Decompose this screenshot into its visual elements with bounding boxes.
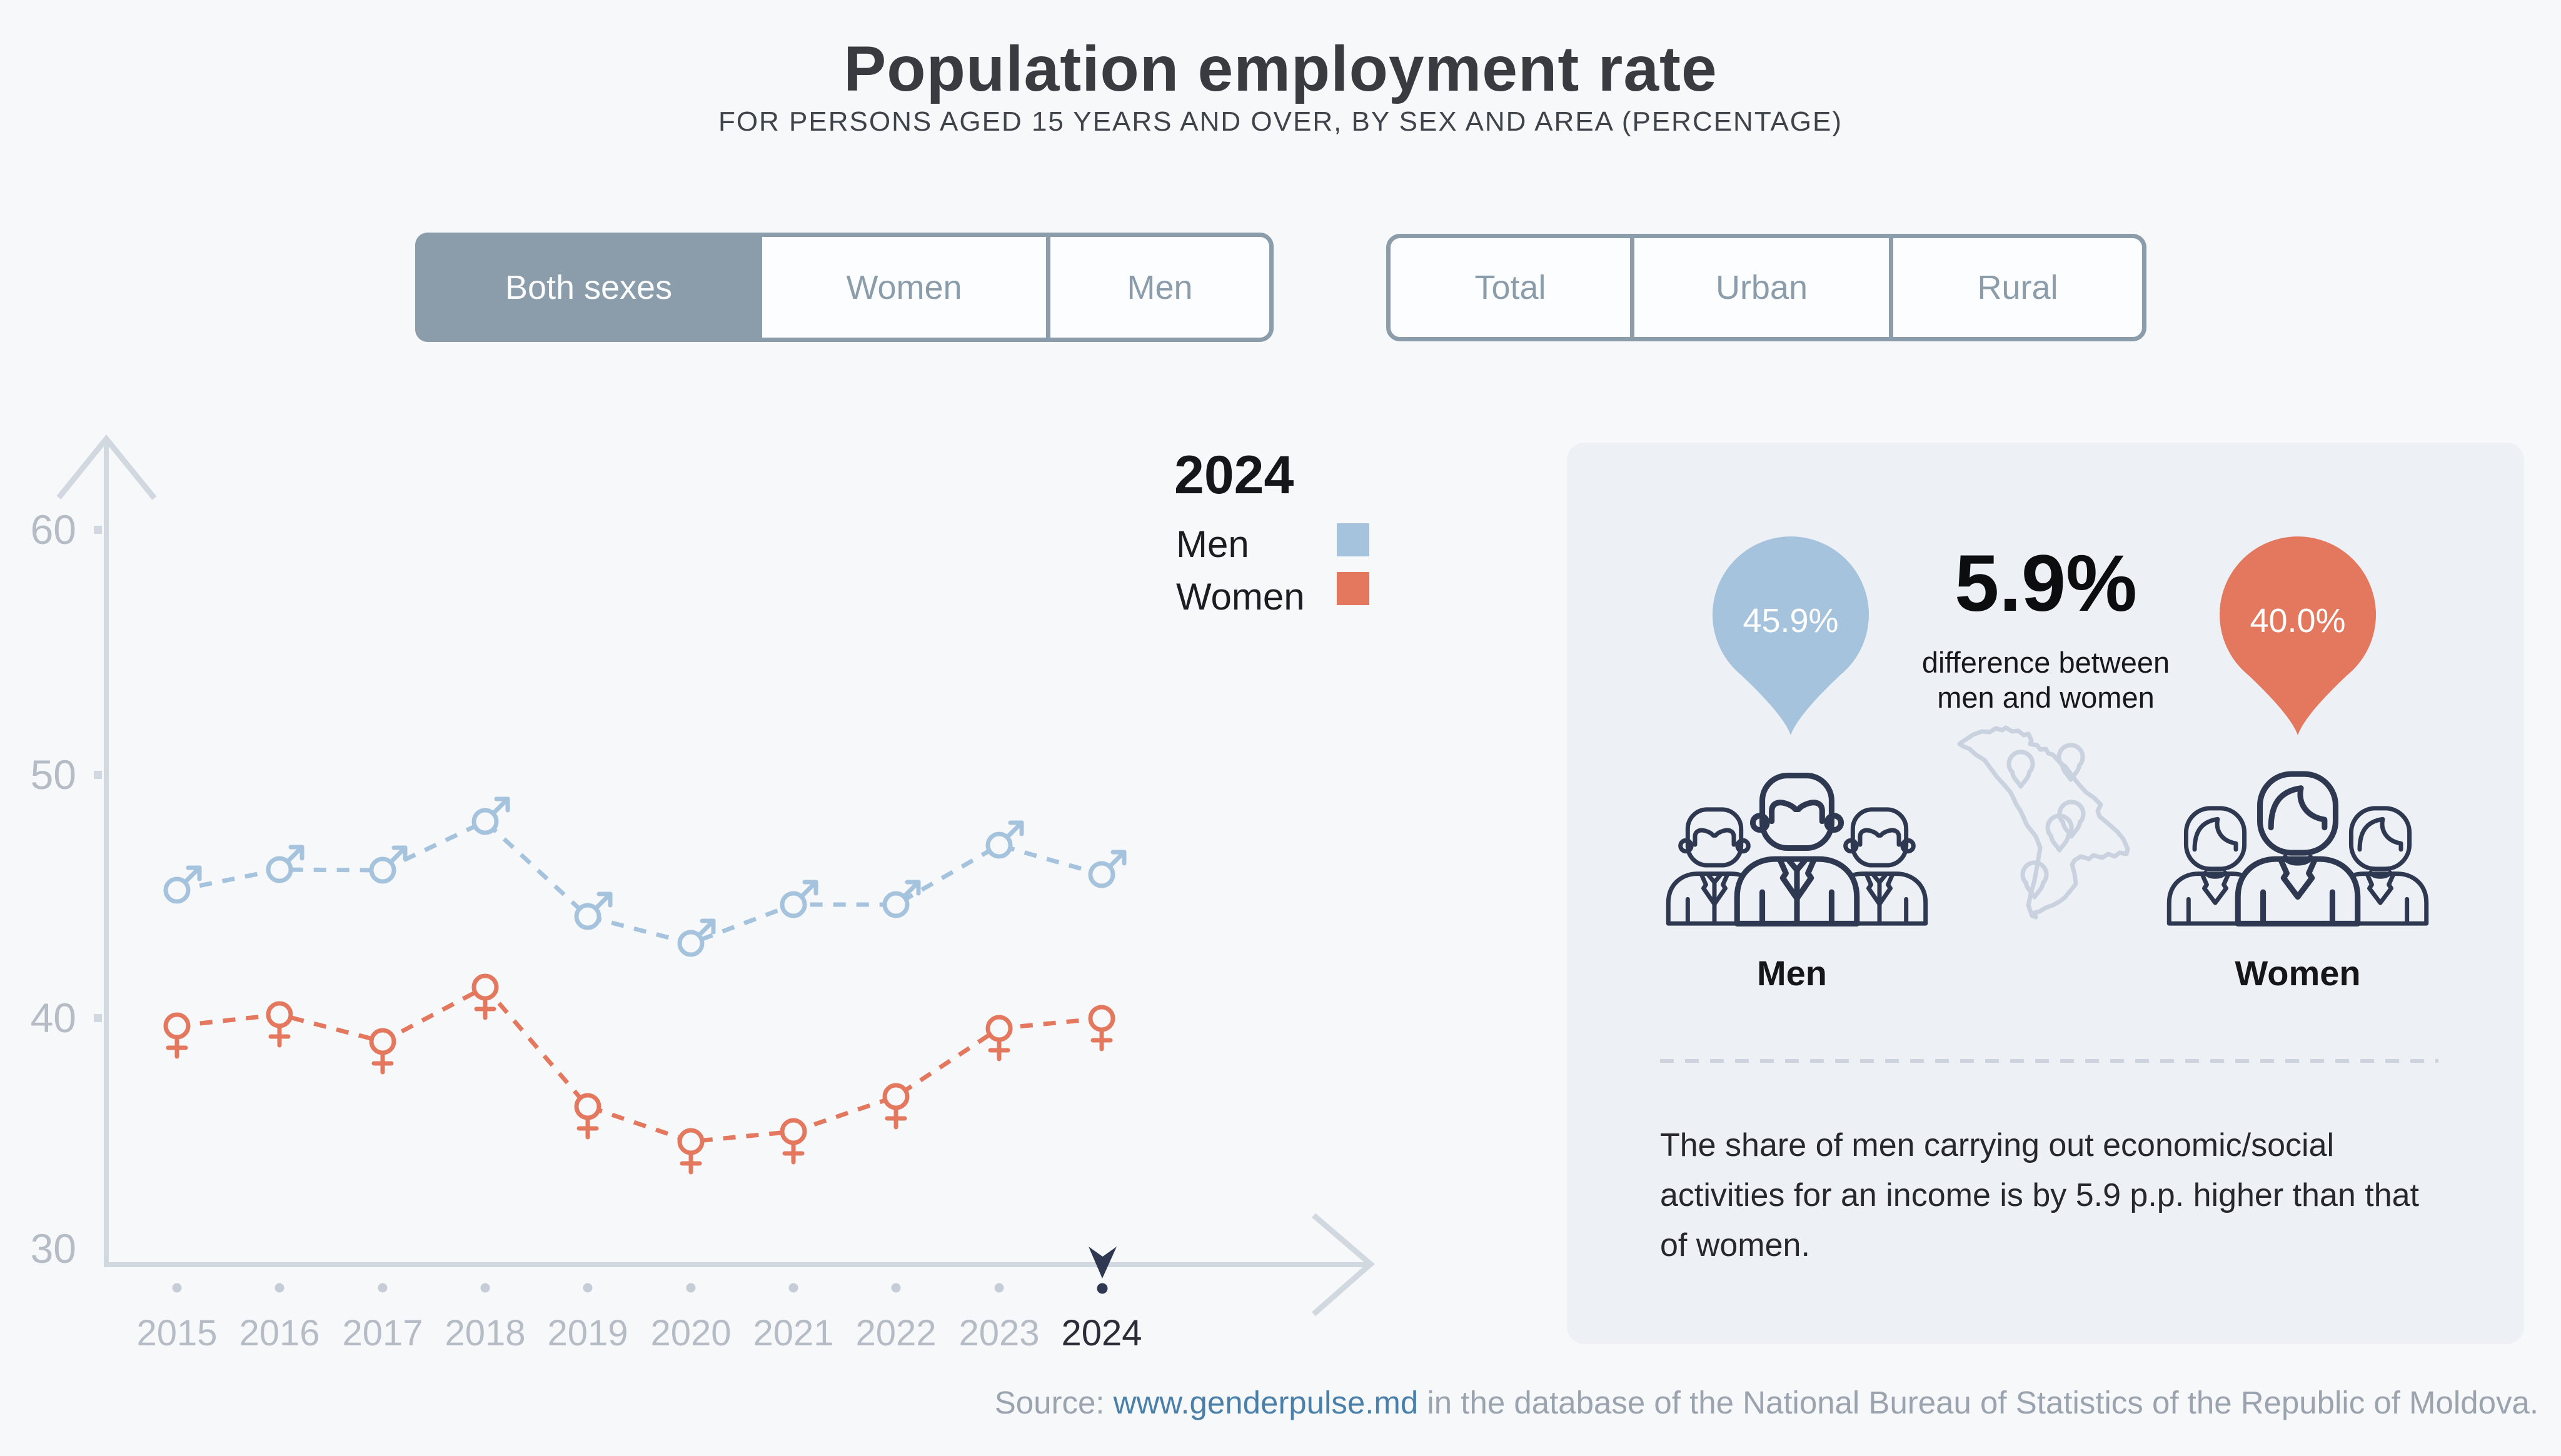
svg-text:2015: 2015	[136, 1313, 217, 1353]
svg-text:2022: 2022	[855, 1313, 936, 1353]
svg-text:2016: 2016	[239, 1313, 319, 1353]
svg-text:2017: 2017	[342, 1313, 423, 1353]
svg-text:60: 60	[31, 506, 76, 553]
svg-text:2020: 2020	[650, 1313, 731, 1353]
svg-text:30: 30	[31, 1225, 76, 1272]
svg-text:2021: 2021	[753, 1313, 833, 1353]
svg-text:2019: 2019	[547, 1313, 628, 1353]
svg-text:2023: 2023	[958, 1313, 1039, 1353]
svg-text:50: 50	[31, 751, 76, 798]
svg-text:2024: 2024	[1061, 1313, 1142, 1353]
svg-text:40: 40	[31, 995, 76, 1041]
svg-text:2018: 2018	[445, 1313, 525, 1353]
